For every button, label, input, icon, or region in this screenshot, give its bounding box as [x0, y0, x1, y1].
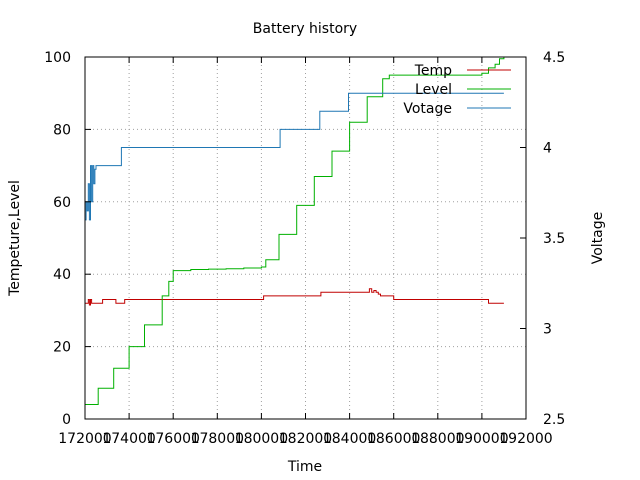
y2-tick-label: 3.5	[543, 231, 565, 247]
x-tick-label: 190000	[455, 431, 508, 447]
y2-axis-label: Voltage	[590, 212, 606, 265]
x-tick-label: 188000	[411, 431, 464, 447]
series-line-votage	[85, 92, 504, 221]
legend-label-votage: Votage	[403, 101, 452, 117]
chart-title: Battery history	[253, 21, 357, 37]
y-tick-label: 80	[53, 122, 71, 138]
tick-labels: 1720001740001760001780001800001820001840…	[44, 50, 565, 447]
series-line-temp	[85, 288, 504, 306]
x-tick-label: 182000	[279, 431, 332, 447]
x-axis-label: Time	[287, 459, 322, 475]
x-tick-label: 178000	[191, 431, 244, 447]
y-tick-label: 0	[62, 412, 71, 428]
x-tick-label: 174000	[102, 431, 155, 447]
x-tick-label: 186000	[367, 431, 420, 447]
x-tick-label: 184000	[323, 431, 376, 447]
y-tick-label: 100	[44, 50, 71, 66]
x-tick-label: 172000	[58, 431, 111, 447]
y2-tick-label: 2.5	[543, 412, 565, 428]
x-tick-label: 176000	[146, 431, 199, 447]
series-layer	[85, 57, 505, 405]
series-line-level	[85, 57, 505, 405]
ticks	[84, 56, 527, 420]
x-tick-label: 180000	[235, 431, 288, 447]
legend: Temp Level Votage	[403, 63, 511, 117]
y2-tick-label: 3	[543, 322, 552, 338]
x-tick-label: 192000	[499, 431, 552, 447]
y-tick-label: 20	[53, 340, 71, 356]
legend-label-temp: Temp	[414, 63, 452, 79]
y-tick-label: 60	[53, 195, 71, 211]
y-tick-label: 40	[53, 267, 71, 283]
y2-tick-label: 4	[543, 141, 552, 157]
y-axis-label: Tempeture,Level	[7, 180, 23, 297]
legend-label-level: Level	[415, 82, 452, 98]
y2-tick-label: 4.5	[543, 50, 565, 66]
